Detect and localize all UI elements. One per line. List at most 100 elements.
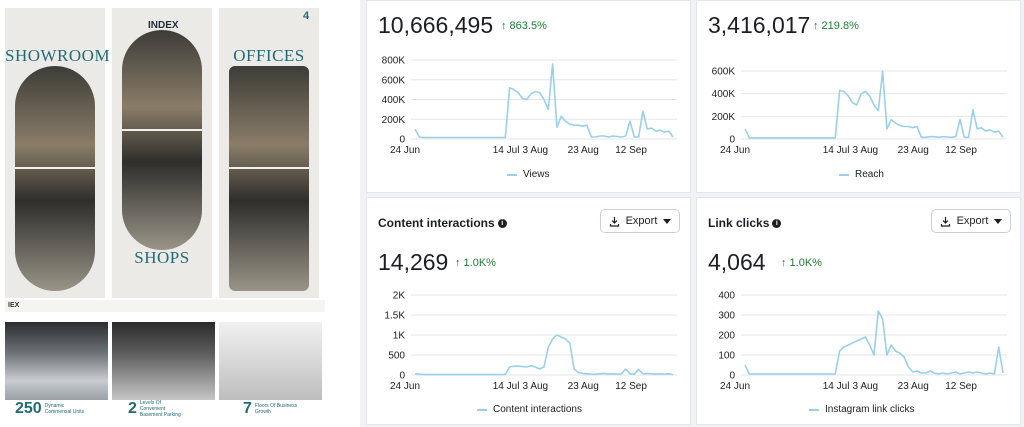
showroom-photo [15, 66, 95, 291]
poster-title: OFFICES [233, 46, 305, 65]
export-button[interactable]: Export [931, 209, 1011, 233]
stat-label: Levels Of Convenient Basement Parking [139, 400, 181, 418]
stat-value: 2 [128, 400, 137, 417]
reach-trend: ↑ 219.8% [813, 20, 859, 32]
x-tick-label: 3 Aug [523, 145, 549, 156]
legend-label: Reach [855, 169, 884, 180]
y-tick-label: 0 [399, 371, 405, 382]
band-logo: IEX [8, 302, 20, 309]
x-tick-label: 14 Jul [493, 145, 520, 156]
offices-photo [229, 66, 309, 291]
x-tick-label: 3 Aug [853, 381, 879, 392]
y-tick-label: 400K [712, 89, 736, 100]
reach-legend: Reach [839, 169, 884, 180]
content-interactions-card: Content interactions i Export 14,269 ↑ 1.… [366, 197, 691, 425]
x-tick-label: 14 Jul [493, 381, 520, 392]
x-tick-label: 24 Jun [720, 381, 750, 392]
legend-label: Instagram link clicks [825, 404, 915, 415]
views-trend: ↑ 863.5% [501, 20, 547, 32]
views-total: 10,666,495 [378, 12, 494, 38]
content-interactions-chart: 0 500 1K 1.5K 2K 24 Jun 14 Jul 3 Aug 23 Aug 12 Se… [384, 291, 677, 392]
stat-value: 250 [15, 400, 42, 417]
parking-photo [112, 322, 215, 400]
export-label: Export [956, 215, 989, 227]
content-interactions-trend: ↑ 1.0K% [455, 257, 496, 269]
stat-units: 250 Dynamic Commercial Units [15, 400, 89, 418]
x-tick-label: 12 Sep [945, 145, 977, 156]
legend-label: Views [523, 169, 550, 180]
poster-title: SHOPS [134, 248, 190, 267]
shops-photo [122, 30, 202, 250]
y-tick-label: 0 [399, 135, 405, 146]
showroom-poster: SHOWROOM [5, 8, 111, 298]
x-tick-label: 12 Sep [945, 381, 977, 392]
x-tick-label: 14 Jul [823, 381, 850, 392]
y-tick-label: 2K [393, 291, 406, 302]
x-tick-label: 3 Aug [523, 381, 549, 392]
link-clicks-card: Link clicks i Export 4,064 ↑ 1.0K% 0 100 20… [696, 197, 1021, 425]
index-logo: INDEX [148, 20, 179, 31]
y-tick-label: 1K [393, 331, 406, 342]
stat-parking: 2 Levels Of Convenient Basement Parking [128, 400, 184, 418]
legend-swatch [839, 173, 849, 176]
card-title-text: Content interactions [378, 216, 495, 230]
series-line [414, 334, 674, 376]
info-icon[interactable]: i [497, 219, 507, 229]
series-line [744, 310, 1004, 375]
legend-swatch [477, 408, 487, 411]
shops-poster: INDEX SHOPS [112, 8, 212, 298]
y-tick-label: 100 [718, 351, 735, 362]
marketing-image: SHOWROOM INDEX SHOPS 4 OFFICES IEX 250 D… [0, 0, 330, 427]
y-tick-label: 600K [382, 75, 406, 86]
reach-total: 3,416,017 [708, 12, 811, 38]
reach-chart: 0 200K 400K 600K 24 Jun 14 Jul 3 Aug 23 Aug 12 S… [712, 67, 1007, 156]
stat-label: Floors Of Business Growth [254, 403, 298, 415]
x-tick-label: 23 Aug [898, 145, 929, 156]
interior-photo [5, 322, 108, 400]
reach-card: 3,416,017 ↑ 219.8% 0 200K 400K 600K 24 Jun 14… [696, 0, 1021, 193]
views-legend: Views [507, 169, 550, 180]
x-tick-label: 24 Jun [390, 381, 420, 392]
y-tick-label: 600K [712, 67, 736, 78]
link-clicks-legend: Instagram link clicks [809, 404, 914, 415]
anniversary-badge: 4 [303, 10, 310, 22]
legend-swatch [809, 408, 819, 411]
card-title-text: Link clicks [708, 216, 770, 230]
caret-down-icon [663, 218, 672, 224]
x-tick-label: 12 Sep [615, 145, 647, 156]
x-tick-label: 23 Aug [568, 381, 599, 392]
legend-label: Content interactions [493, 404, 582, 415]
offices-poster: 4 OFFICES [219, 8, 319, 298]
content-interactions-total: 14,269 [378, 249, 449, 275]
content-interactions-legend: Content interactions [477, 404, 582, 415]
x-tick-label: 24 Jun [390, 145, 420, 156]
download-icon [940, 216, 950, 227]
card-title: Content interactions i [378, 216, 507, 230]
poster-title: SHOWROOM [5, 46, 111, 65]
y-tick-label: 0 [729, 371, 735, 382]
x-tick-label: 24 Jun [720, 145, 750, 156]
x-tick-label: 3 Aug [853, 145, 879, 156]
x-tick-label: 23 Aug [568, 145, 599, 156]
y-tick-label: 200K [382, 115, 406, 126]
link-clicks-trend: ↑ 1.0K% [781, 257, 822, 269]
stat-value: 7 [243, 400, 252, 417]
x-tick-label: 23 Aug [898, 381, 929, 392]
x-tick-label: 12 Sep [615, 381, 647, 392]
views-chart: 0 200K 400K 600K 800K 24 Jun 14 Jul 3 Aug 23 Aug… [382, 56, 677, 156]
export-label: Export [625, 215, 658, 227]
download-icon [609, 216, 619, 227]
stat-label: Dynamic Commercial Units [44, 403, 85, 415]
y-tick-label: 500 [388, 351, 405, 362]
export-button[interactable]: Export [600, 209, 680, 233]
caret-down-icon [994, 218, 1003, 224]
stat-floors: 7 Floors Of Business Growth [243, 400, 299, 418]
y-tick-label: 1.5K [384, 311, 405, 322]
series-line [414, 63, 674, 139]
card-title: Link clicks i [708, 216, 782, 230]
y-tick-label: 400 [718, 291, 735, 302]
y-tick-label: 300 [718, 311, 735, 322]
info-icon[interactable]: i [772, 219, 782, 229]
y-tick-label: 800K [382, 56, 406, 67]
x-tick-label: 14 Jul [823, 145, 850, 156]
